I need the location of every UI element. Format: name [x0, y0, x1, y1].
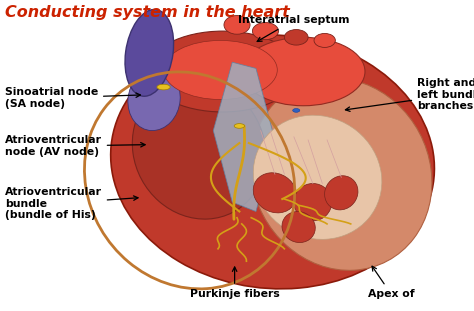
- Text: Purkinje fibers: Purkinje fibers: [190, 267, 280, 299]
- Text: Right and
left bundle
branches: Right and left bundle branches: [346, 78, 474, 111]
- Ellipse shape: [325, 176, 358, 210]
- Ellipse shape: [282, 211, 315, 243]
- Ellipse shape: [132, 80, 266, 219]
- Ellipse shape: [111, 35, 434, 289]
- Ellipse shape: [242, 37, 365, 106]
- Ellipse shape: [147, 31, 299, 112]
- Ellipse shape: [128, 68, 180, 131]
- Ellipse shape: [251, 78, 432, 270]
- Text: Atrioventricular
bundle
(bundle of His): Atrioventricular bundle (bundle of His): [5, 187, 138, 220]
- Text: Apex of: Apex of: [368, 266, 414, 299]
- Text: Conducting system in the heart: Conducting system in the heart: [5, 5, 290, 20]
- Ellipse shape: [224, 16, 250, 34]
- Text: Atrioventricular
node (AV node): Atrioventricular node (AV node): [5, 135, 145, 157]
- Text: Sinoatrial node
(SA node): Sinoatrial node (SA node): [5, 87, 140, 109]
- Ellipse shape: [253, 115, 382, 239]
- Polygon shape: [213, 62, 275, 211]
- Ellipse shape: [234, 123, 245, 128]
- Ellipse shape: [252, 22, 279, 39]
- Ellipse shape: [125, 9, 173, 96]
- Ellipse shape: [294, 183, 332, 221]
- Ellipse shape: [157, 84, 170, 90]
- Text: Interatrial septum: Interatrial septum: [238, 15, 350, 41]
- Ellipse shape: [253, 173, 297, 213]
- Ellipse shape: [292, 109, 300, 112]
- Ellipse shape: [314, 34, 336, 48]
- Ellipse shape: [284, 30, 308, 45]
- Ellipse shape: [164, 40, 277, 100]
